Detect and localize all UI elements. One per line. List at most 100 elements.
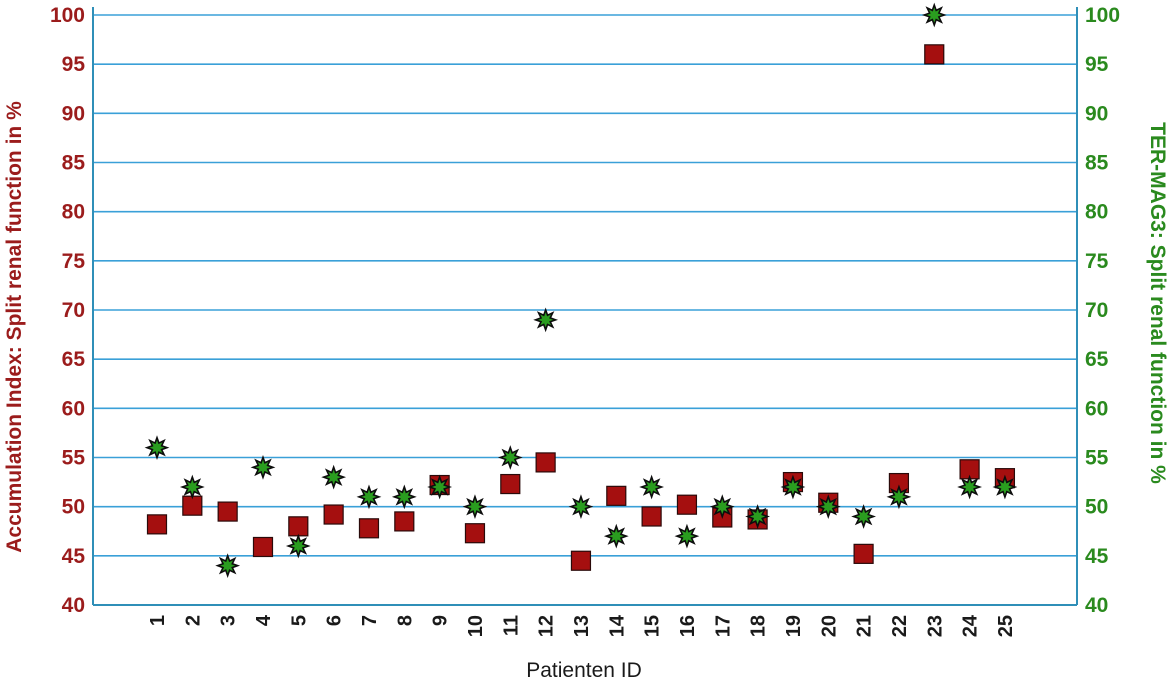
data-point-star — [427, 474, 453, 500]
x-tick-label: 20 — [818, 615, 840, 637]
y-tick-label-right: 100 — [1085, 4, 1120, 27]
series-ter-mag3 — [144, 2, 1018, 579]
y-tick-label-right: 45 — [1085, 545, 1109, 568]
data-point-star — [745, 504, 771, 529]
y-axis-title-right: TER-MAG3: Split renal function in % — [1146, 122, 1169, 484]
y-tick-label-left: 95 — [62, 53, 86, 76]
data-point-star — [780, 474, 806, 500]
data-point-square — [217, 501, 238, 522]
x-tick-label: 10 — [465, 615, 487, 637]
data-point-star — [639, 474, 665, 500]
y-tick-label-right: 75 — [1085, 250, 1109, 273]
x-tick-label: 2 — [182, 615, 204, 626]
data-point-star — [886, 484, 912, 510]
x-tick-label: 14 — [606, 614, 628, 637]
y-tick-label-left: 90 — [62, 102, 85, 125]
y-tick-label-right: 40 — [1085, 594, 1108, 617]
x-tick-label: 9 — [430, 615, 452, 626]
y-tick-label-left: 70 — [62, 299, 85, 322]
x-tick-label: 5 — [288, 615, 310, 626]
data-point-square — [535, 452, 556, 473]
left-y-ticks: 40 45 50 55 60 65 70 75 80 85 90 95 100 — [50, 4, 85, 617]
y-axis-title-left: Accumulation Index: Split renal function… — [3, 101, 26, 553]
y-tick-label-left: 50 — [62, 496, 85, 519]
data-point-star — [215, 553, 241, 579]
data-point-square — [641, 506, 662, 527]
x-tick-label: 23 — [924, 615, 946, 637]
data-point-star — [250, 454, 276, 480]
data-point-star — [462, 494, 488, 520]
data-point-square — [464, 523, 486, 544]
data-point-star — [957, 474, 982, 500]
data-point-star — [356, 484, 382, 510]
y-tick-label-right: 65 — [1085, 348, 1109, 371]
data-point-square — [500, 473, 521, 495]
x-ticks: 1 2 3 4 5 6 7 8 9 10 11 12 13 14 15 16 17 18 19 20 21 22 23 24 2… — [147, 614, 1017, 637]
right-y-ticks: 40 45 50 55 60 65 70 75 80 85 90 95 100 — [1085, 4, 1120, 617]
x-tick-label: 16 — [677, 615, 699, 637]
x-tick-label: 22 — [889, 615, 911, 637]
x-tick-label: 19 — [783, 615, 805, 637]
y-tick-label-left: 45 — [62, 545, 86, 568]
y-tick-label-left: 100 — [50, 4, 85, 27]
x-tick-label: 7 — [359, 615, 381, 626]
data-point-square — [606, 485, 627, 506]
x-tick-label: 24 — [960, 614, 982, 637]
data-point-star — [709, 494, 735, 520]
data-point-star — [603, 523, 629, 549]
y-tick-label-left: 80 — [62, 201, 85, 224]
data-point-star — [533, 307, 559, 333]
y-tick-label-right: 80 — [1085, 201, 1108, 224]
data-point-star — [921, 2, 947, 28]
gridlines — [93, 14, 1077, 557]
x-tick-label: 3 — [218, 615, 240, 626]
data-point-star — [568, 494, 594, 520]
data-point-star — [391, 484, 417, 510]
x-axis-title: Patienten ID — [526, 659, 642, 682]
y-tick-label-left: 60 — [62, 397, 85, 420]
data-point-star — [321, 464, 347, 490]
data-point-square — [252, 536, 274, 558]
x-tick-label: 21 — [854, 615, 876, 637]
x-tick-label: 13 — [571, 615, 593, 637]
y-tick-label-right: 55 — [1085, 447, 1109, 470]
data-point-star — [144, 435, 170, 461]
data-point-square — [394, 511, 415, 532]
data-point-square — [288, 516, 309, 537]
y-tick-label-left: 75 — [62, 250, 86, 273]
data-point-star — [179, 474, 205, 500]
x-tick-label: 25 — [995, 615, 1017, 637]
y-tick-label-right: 50 — [1085, 496, 1108, 519]
series-accumulation-index — [146, 44, 1016, 571]
x-tick-label: 8 — [394, 615, 416, 626]
y-tick-label-right: 95 — [1085, 53, 1109, 76]
data-point-square — [323, 504, 344, 525]
data-point-square — [853, 543, 874, 564]
data-point-star — [815, 494, 841, 520]
data-point-square — [676, 494, 698, 515]
data-point-star — [674, 523, 700, 549]
x-tick-label: 12 — [536, 615, 558, 637]
data-point-square — [924, 44, 945, 65]
data-point-star — [992, 474, 1018, 500]
y-tick-label-right: 85 — [1085, 152, 1109, 175]
data-point-square — [146, 514, 168, 535]
x-tick-label: 17 — [712, 615, 734, 637]
y-tick-label-left: 85 — [62, 152, 86, 175]
y-tick-label-right: 60 — [1085, 397, 1108, 420]
x-tick-label: 4 — [253, 614, 275, 626]
data-point-square — [570, 550, 592, 571]
y-tick-label-right: 70 — [1085, 299, 1108, 322]
y-tick-label-left: 40 — [62, 594, 85, 617]
x-tick-label: 1 — [147, 615, 169, 626]
x-tick-label: 15 — [642, 615, 664, 637]
x-tick-label: 6 — [324, 615, 346, 626]
axes — [92, 7, 1078, 606]
y-tick-label-right: 90 — [1085, 102, 1108, 125]
data-point-star — [285, 533, 311, 559]
y-tick-label-left: 55 — [62, 447, 86, 470]
data-point-square — [358, 518, 380, 539]
x-tick-label: 18 — [748, 615, 770, 637]
x-tick-label: 11 — [500, 615, 522, 636]
